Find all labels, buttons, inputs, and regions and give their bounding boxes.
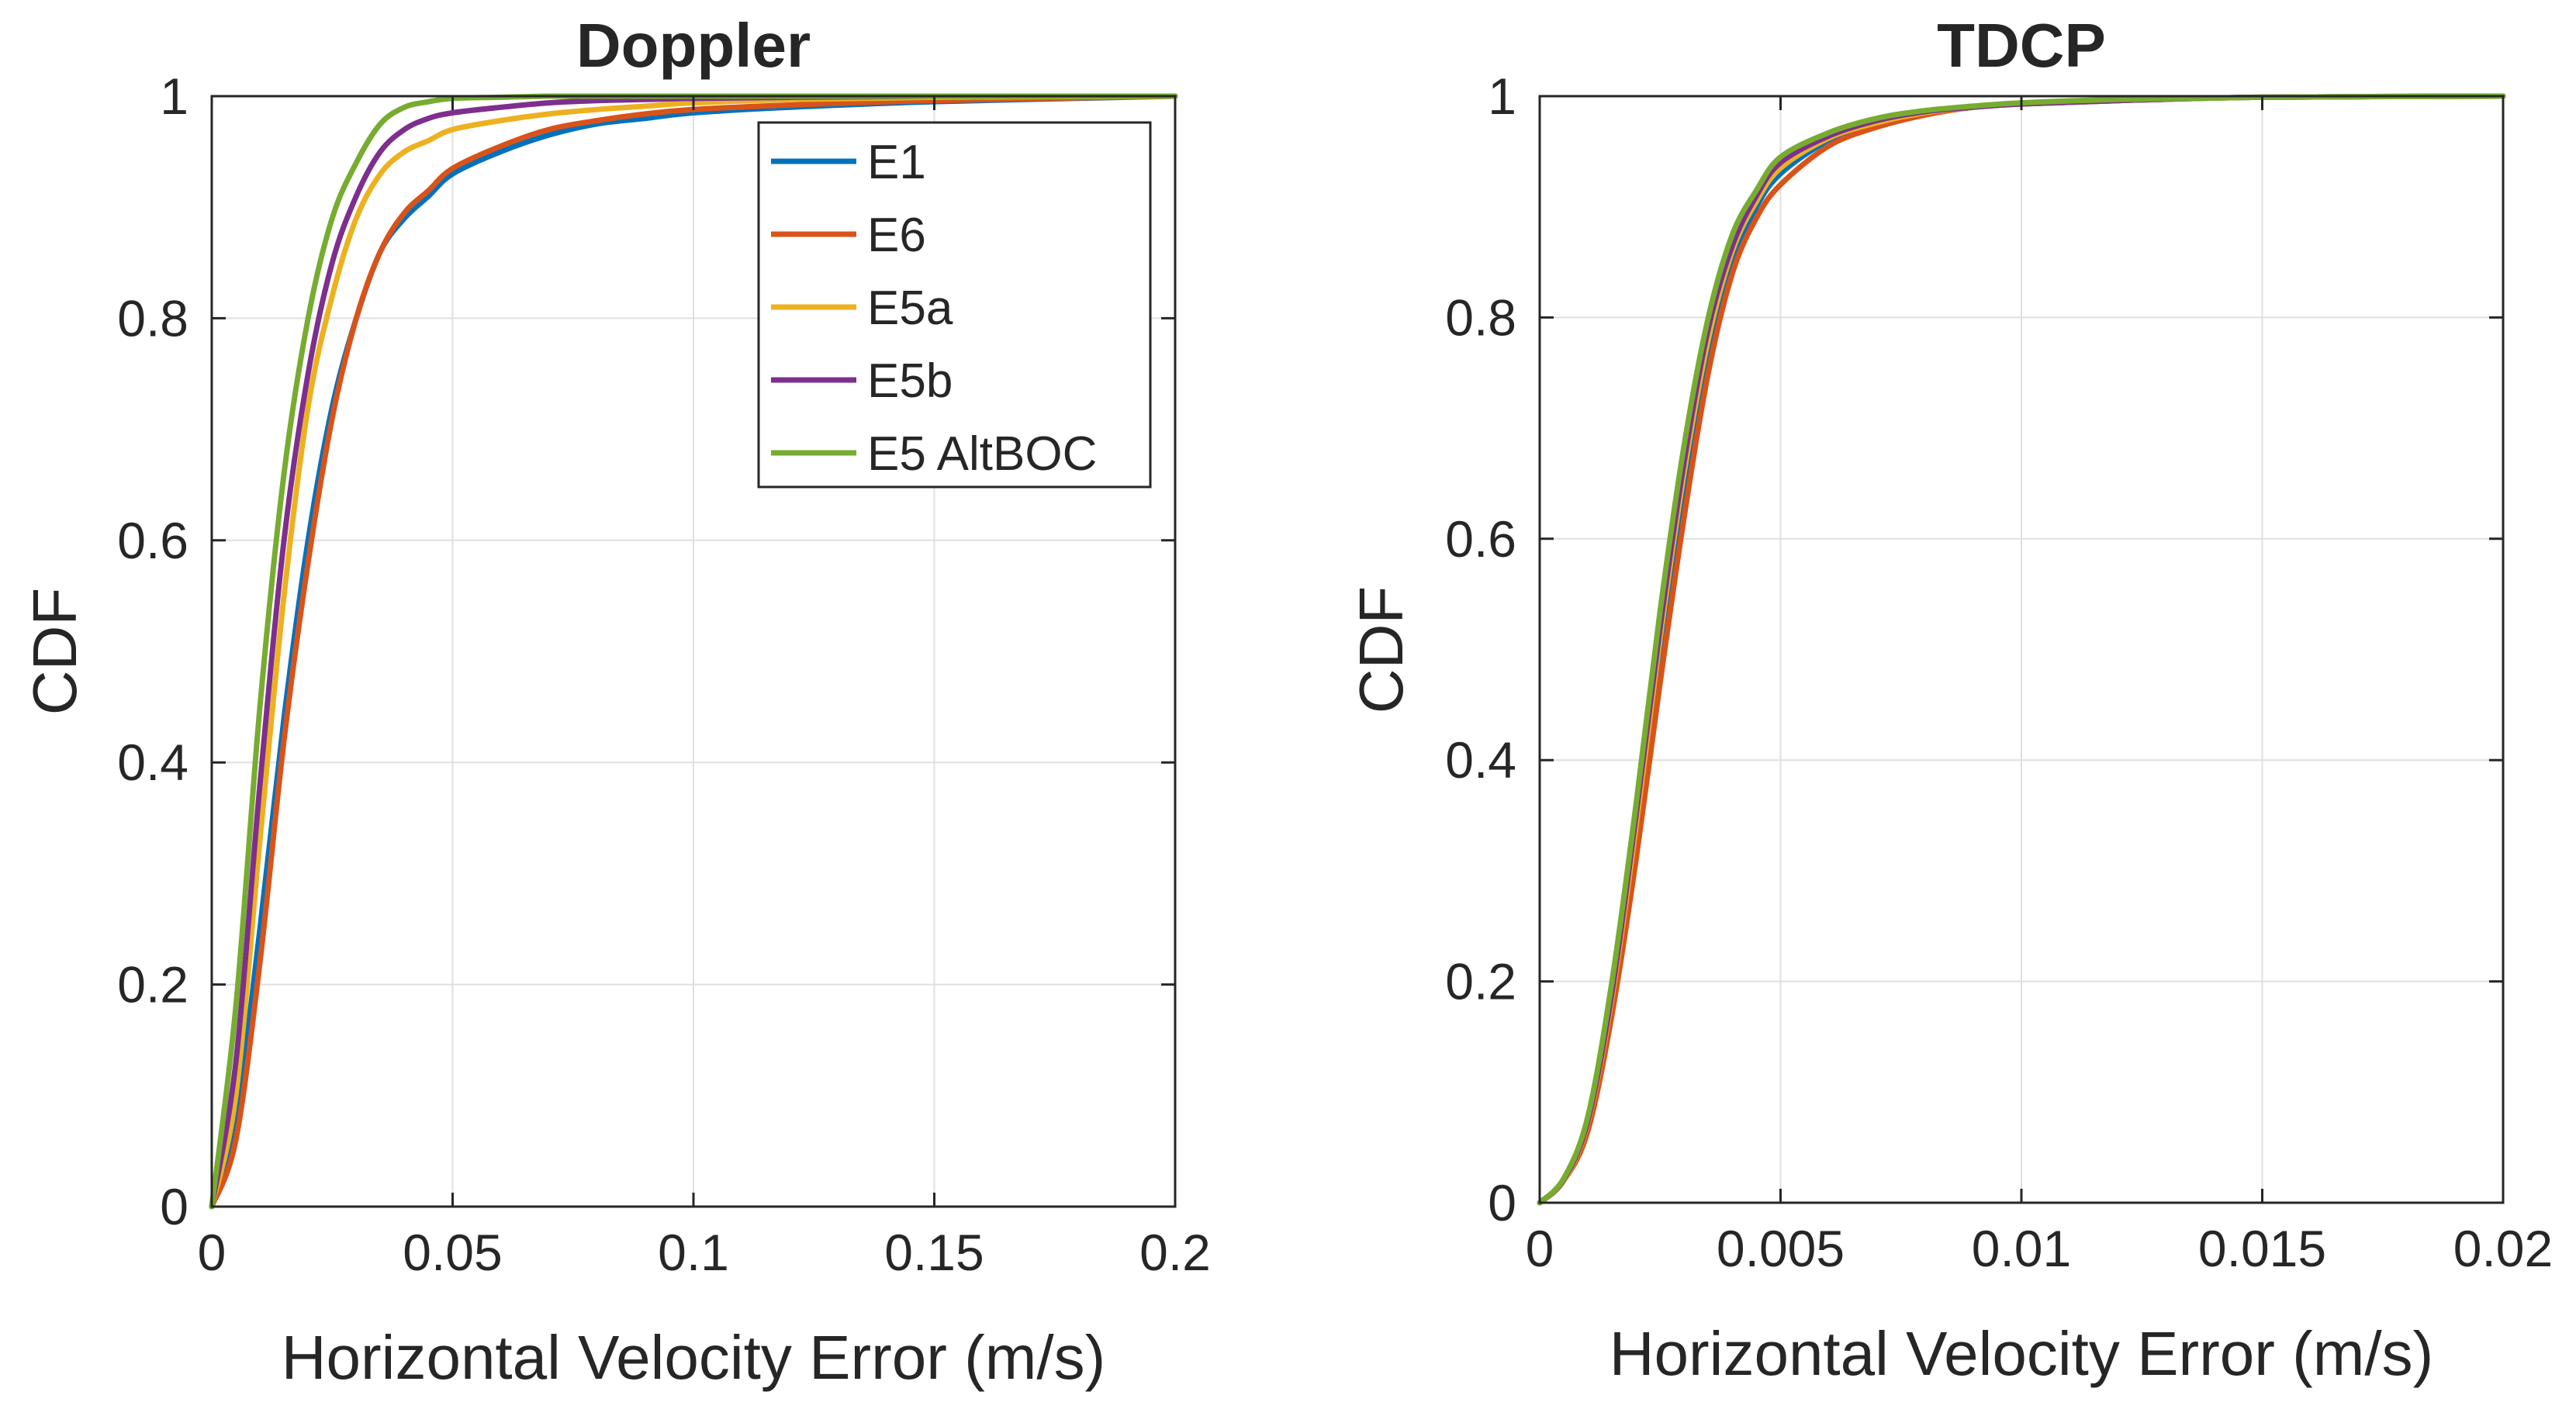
doppler-series-layer — [209, 93, 1178, 1210]
doppler-y-tick-label: 0.2 — [117, 956, 188, 1014]
tdcp-x-tick-label: 0.005 — [1717, 1220, 1845, 1277]
tdcp-x-tick-label: 0.015 — [2198, 1220, 2326, 1277]
tdcp-series-line-e5-altboc — [1537, 93, 2506, 1206]
tdcp-y-tick-label: 0.6 — [1445, 510, 1516, 568]
doppler-tick-marks — [210, 95, 1177, 1208]
doppler-x-tick-label: 0.15 — [884, 1224, 984, 1281]
tdcp-y-tick-label: 0 — [1488, 1174, 1516, 1231]
tdcp-tick-marks — [1538, 95, 2505, 1204]
doppler-series-line-e6 — [209, 93, 1178, 1210]
doppler-legend: E1 E6 E5a E5b E5 AltBOC — [757, 121, 1152, 489]
tdcp-x-tick-label: 0.01 — [1972, 1220, 2071, 1277]
tdcp-y-tick-label: 0.4 — [1445, 731, 1516, 789]
tdcp-x-tick-labels: 0 0.005 0.01 0.015 0.02 — [1526, 1220, 2554, 1277]
tdcp-grid — [1540, 96, 2503, 1203]
tdcp-y-tick-label: 0.2 — [1445, 953, 1516, 1010]
doppler-title: Doppler — [576, 11, 811, 80]
legend-label-e5b: E5b — [867, 354, 953, 408]
legend-label-e5-altboc: E5 AltBOC — [867, 427, 1097, 481]
doppler-x-tick-label: 0.1 — [658, 1224, 729, 1281]
tdcp-y-tick-label: 1 — [1488, 67, 1516, 125]
doppler-x-tick-label: 0 — [198, 1224, 226, 1281]
legend-label-e5a: E5a — [867, 281, 953, 335]
tdcp-x-tick-label: 0.02 — [2453, 1220, 2553, 1277]
doppler-y-tick-label: 0.4 — [117, 734, 188, 791]
tdcp-x-tick-label: 0 — [1526, 1220, 1554, 1277]
doppler-x-tick-label: 0.2 — [1139, 1224, 1211, 1281]
doppler-y-tick-label: 0.8 — [117, 289, 188, 347]
tdcp-y-axis-label: CDF — [1347, 586, 1416, 713]
doppler-x-tick-labels: 0 0.05 0.1 0.15 0.2 — [198, 1224, 1211, 1281]
tdcp-x-axis-label: Horizontal Velocity Error (m/s) — [1610, 1319, 2433, 1388]
tdcp-series-layer — [1537, 93, 2506, 1206]
legend-label-e6: E6 — [867, 209, 926, 262]
legend-label-e1: E1 — [867, 136, 926, 189]
doppler-y-axis-label: CDF — [20, 588, 89, 715]
doppler-y-tick-labels: 0 0.2 0.4 0.6 0.8 1 — [117, 67, 188, 1235]
tdcp-panel: 0 0.005 0.01 0.015 0.02 00.20.40.60.81 TDCP … — [1347, 11, 2553, 1388]
doppler-series-line-e5a — [209, 93, 1178, 1210]
doppler-y-tick-label: 1 — [160, 67, 188, 125]
tdcp-title: TDCP — [1937, 11, 2106, 80]
doppler-x-tick-label: 0.05 — [403, 1224, 502, 1281]
doppler-y-tick-label: 0.6 — [117, 512, 188, 569]
doppler-panel: 0 0.05 0.1 0.15 0.2 0 0.2 0.4 0.6 0.8 1 Doppler H… — [20, 11, 1211, 1392]
doppler-y-tick-label: 0 — [160, 1178, 188, 1235]
tdcp-y-tick-labels: 0 0.2 0.4 0.6 0.8 1 — [1445, 67, 1516, 1231]
tdcp-y-tick-label: 0.8 — [1445, 288, 1516, 346]
doppler-x-axis-label: Horizontal Velocity Error (m/s) — [282, 1323, 1105, 1392]
